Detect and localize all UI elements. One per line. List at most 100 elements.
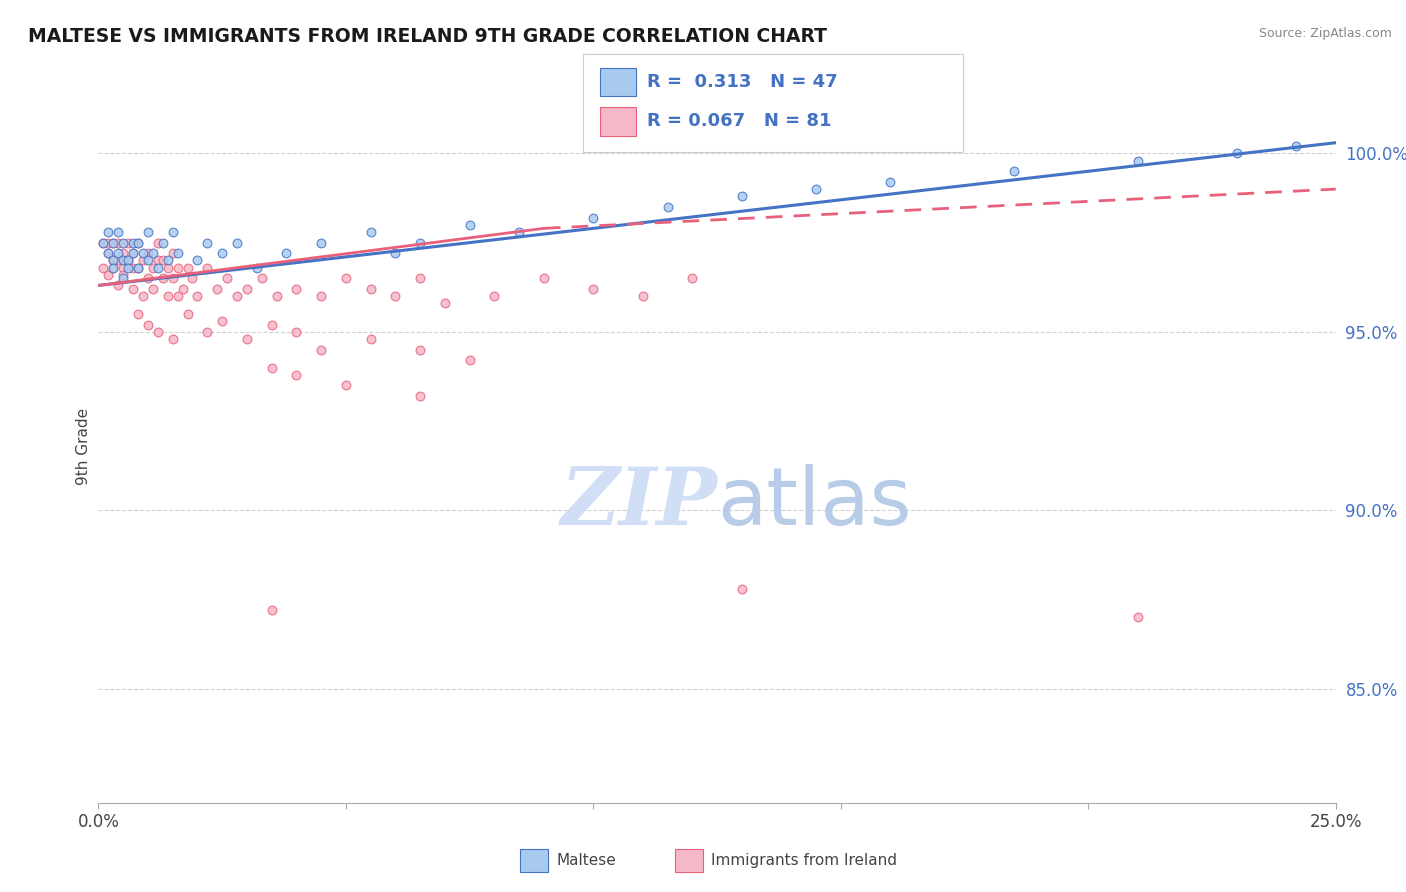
Point: [132, 289, 155, 303]
Point: [156, 253, 179, 268]
Point: [146, 260, 169, 275]
Point: [260, 603, 283, 617]
Point: [107, 278, 129, 293]
Point: [122, 282, 145, 296]
Point: [112, 253, 135, 268]
Point: [309, 343, 332, 357]
Point: [103, 235, 125, 250]
Point: [176, 307, 198, 321]
Point: [804, 182, 827, 196]
Point: [162, 271, 184, 285]
Point: [1285, 139, 1308, 153]
Point: [152, 253, 174, 268]
Point: [136, 246, 159, 260]
Point: [211, 314, 233, 328]
Point: [122, 260, 145, 275]
Point: [166, 260, 188, 275]
Point: [1226, 146, 1249, 161]
Point: [93, 235, 115, 250]
Point: [1126, 153, 1149, 168]
Point: [112, 271, 135, 285]
Point: [103, 260, 125, 275]
Point: [142, 260, 165, 275]
Point: [136, 253, 159, 268]
Text: Immigrants from Ireland: Immigrants from Ireland: [711, 854, 897, 868]
Point: [1002, 164, 1025, 178]
Point: [246, 260, 269, 275]
Y-axis label: 9th Grade: 9th Grade: [76, 408, 91, 484]
Point: [384, 289, 406, 303]
Point: [136, 225, 159, 239]
Point: [879, 175, 901, 189]
Point: [162, 332, 184, 346]
Text: MALTESE VS IMMIGRANTS FROM IRELAND 9TH GRADE CORRELATION CHART: MALTESE VS IMMIGRANTS FROM IRELAND 9TH G…: [28, 27, 827, 45]
Point: [122, 246, 145, 260]
Point: [195, 260, 218, 275]
Point: [172, 282, 194, 296]
Point: [226, 235, 249, 250]
Point: [409, 271, 432, 285]
Point: [409, 389, 432, 403]
Point: [156, 260, 179, 275]
Point: [112, 246, 135, 260]
Point: [260, 318, 283, 332]
Point: [360, 282, 382, 296]
Point: [276, 246, 298, 260]
Point: [97, 246, 120, 260]
Point: [107, 225, 129, 239]
Point: [186, 289, 208, 303]
Point: [1126, 610, 1149, 624]
Point: [127, 235, 149, 250]
Point: [127, 307, 149, 321]
Point: [217, 271, 239, 285]
Point: [97, 268, 120, 282]
Point: [384, 246, 406, 260]
Point: [166, 246, 188, 260]
Point: [127, 260, 149, 275]
Point: [117, 253, 139, 268]
Point: [112, 268, 135, 282]
Point: [142, 246, 165, 260]
Point: [335, 378, 357, 392]
Point: [195, 235, 218, 250]
Point: [484, 289, 506, 303]
Point: [112, 235, 135, 250]
Point: [107, 253, 129, 268]
Point: [309, 289, 332, 303]
Text: atlas: atlas: [717, 464, 911, 542]
Point: [93, 260, 115, 275]
Point: [285, 325, 308, 339]
Point: [181, 271, 204, 285]
Point: [127, 235, 149, 250]
Point: [458, 353, 481, 368]
Point: [146, 253, 169, 268]
Point: [731, 582, 754, 596]
Text: ZIP: ZIP: [560, 465, 717, 541]
Point: [136, 318, 159, 332]
Point: [533, 271, 555, 285]
Point: [681, 271, 703, 285]
Point: [146, 325, 169, 339]
Point: [186, 253, 208, 268]
Point: [236, 282, 259, 296]
Point: [205, 282, 228, 296]
Point: [127, 260, 149, 275]
Point: [97, 225, 120, 239]
Point: [132, 253, 155, 268]
Point: [433, 296, 456, 310]
Point: [226, 289, 249, 303]
Point: [409, 343, 432, 357]
Point: [93, 235, 115, 250]
Text: Source: ZipAtlas.com: Source: ZipAtlas.com: [1258, 27, 1392, 40]
Text: Maltese: Maltese: [557, 854, 616, 868]
Point: [103, 235, 125, 250]
Point: [97, 246, 120, 260]
Point: [142, 282, 165, 296]
Point: [162, 246, 184, 260]
Text: R = 0.067   N = 81: R = 0.067 N = 81: [647, 112, 831, 130]
Point: [731, 189, 754, 203]
Point: [582, 282, 605, 296]
Point: [117, 235, 139, 250]
Point: [152, 235, 174, 250]
Point: [266, 289, 288, 303]
